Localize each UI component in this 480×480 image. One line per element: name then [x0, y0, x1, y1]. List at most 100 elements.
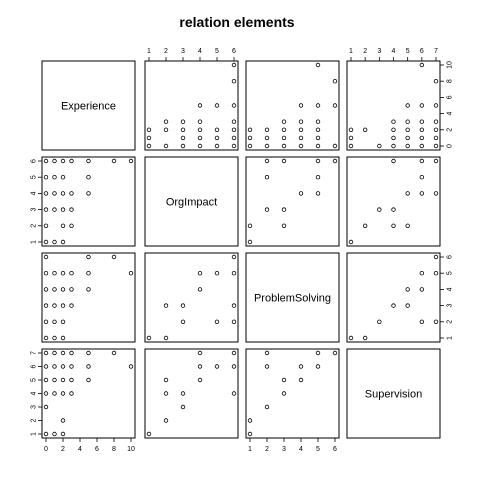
data-point [52, 391, 57, 396]
y-tick-label: 6 [447, 255, 454, 259]
data-point [433, 158, 439, 164]
data-point [69, 223, 74, 228]
data-point [60, 350, 66, 356]
data-point [264, 135, 270, 141]
data-point [247, 135, 253, 141]
y-tick-label: 2 [31, 224, 38, 228]
data-point [214, 364, 220, 369]
data-point [377, 143, 382, 149]
data-point [197, 127, 203, 132]
data-point [391, 207, 396, 212]
y-tick-label: 4 [447, 112, 454, 116]
data-point [60, 335, 66, 341]
x-tick-label: 5 [406, 48, 410, 55]
data-point [52, 191, 57, 196]
panel-frame [144, 348, 239, 439]
y-tick-label: 10 [447, 61, 454, 69]
data-point [264, 143, 270, 149]
variable-label: Experience [61, 101, 116, 113]
data-point [43, 364, 49, 369]
data-point [231, 135, 237, 141]
x-tick-label: 1 [349, 48, 353, 55]
x-tick-label: 2 [164, 48, 168, 55]
data-point [214, 271, 220, 276]
panel-frame [245, 348, 340, 439]
data-point [231, 364, 237, 369]
data-point [146, 335, 152, 341]
variable-label: ProblemSolving [254, 293, 331, 305]
data-point [231, 119, 237, 124]
panel-frame [245, 60, 340, 151]
data-point [419, 319, 425, 324]
data-point [315, 174, 321, 180]
data-point [231, 391, 237, 396]
panel-frame [41, 60, 136, 151]
data-point [43, 191, 49, 196]
data-point [60, 391, 66, 396]
panel-frame [346, 252, 441, 343]
data-point [298, 143, 304, 149]
data-point [43, 271, 49, 276]
data-point [60, 377, 66, 383]
data-point [146, 127, 152, 132]
data-point [60, 191, 66, 196]
data-point [433, 143, 439, 149]
data-point [180, 391, 186, 396]
data-point [264, 158, 270, 164]
data-point [433, 78, 439, 84]
data-point [163, 303, 169, 308]
data-point [69, 377, 74, 383]
x-tick-label: 7 [434, 48, 438, 55]
data-point [86, 271, 91, 276]
x-tick-label: 4 [392, 48, 396, 55]
x-tick-label: 6 [95, 446, 99, 453]
data-point [433, 191, 439, 196]
y-tick-label: 2 [31, 418, 38, 422]
data-point [332, 158, 338, 164]
x-tick-label: 1 [147, 48, 151, 55]
data-point [281, 391, 287, 396]
y-tick-label: 6 [447, 95, 454, 99]
data-point [315, 143, 321, 149]
data-point [163, 335, 169, 341]
data-point [332, 103, 338, 108]
data-point [419, 103, 425, 108]
data-point [197, 135, 203, 141]
data-point [315, 103, 321, 108]
y-tick-label: 2 [447, 128, 454, 132]
data-point [315, 62, 321, 68]
panel-frame [41, 156, 136, 247]
data-point [419, 191, 425, 196]
data-point [52, 303, 57, 308]
data-point [315, 350, 321, 356]
data-point [52, 239, 57, 245]
data-point [86, 350, 91, 356]
data-point [433, 135, 439, 141]
data-point [231, 127, 237, 132]
data-point [43, 254, 49, 260]
data-point [247, 239, 253, 245]
data-point [180, 119, 186, 124]
y-tick-label: 1 [31, 432, 38, 436]
data-point [43, 431, 49, 437]
data-point [391, 223, 396, 228]
data-point [43, 391, 49, 396]
data-point [180, 143, 186, 149]
data-point [86, 254, 91, 260]
x-tick-label: 0 [44, 446, 48, 453]
x-tick-label: 2 [363, 48, 367, 55]
data-point [264, 174, 270, 180]
data-point [405, 287, 410, 292]
data-point [60, 207, 66, 212]
data-point [419, 62, 425, 68]
data-point [214, 143, 220, 149]
data-point [391, 303, 396, 308]
data-point [52, 319, 57, 324]
data-point [391, 127, 396, 132]
data-point [419, 119, 425, 124]
x-tick-label: 8 [112, 446, 116, 453]
data-point [146, 135, 152, 141]
data-point [348, 335, 354, 341]
panel-frame [144, 156, 239, 247]
data-point [231, 350, 237, 356]
